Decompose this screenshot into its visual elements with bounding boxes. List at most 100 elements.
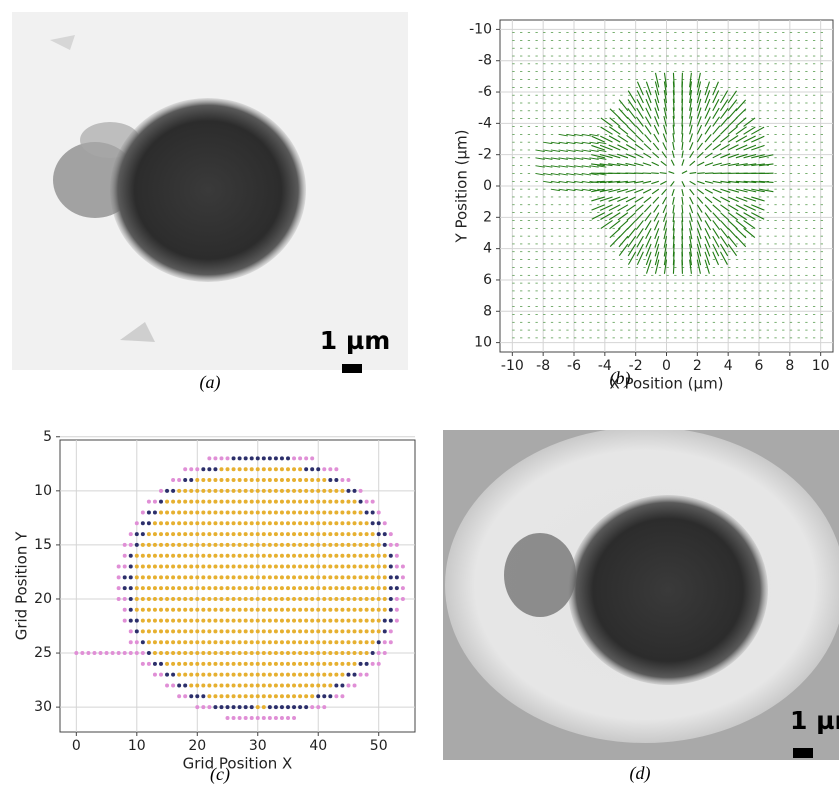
grid-point bbox=[201, 651, 206, 656]
grid-point bbox=[267, 651, 272, 656]
grid-point bbox=[183, 640, 188, 645]
grid-point bbox=[285, 478, 290, 483]
grid-point bbox=[316, 640, 321, 645]
vector-arrow bbox=[609, 227, 621, 239]
grid-point bbox=[279, 553, 284, 558]
grid-point bbox=[249, 618, 254, 623]
grid-point bbox=[304, 651, 309, 656]
grid-point bbox=[346, 542, 351, 547]
vector-arrow bbox=[672, 133, 675, 143]
vector-arrow bbox=[712, 116, 720, 127]
grid-point bbox=[86, 651, 91, 656]
vector-arrow bbox=[697, 172, 705, 175]
grid-point bbox=[207, 456, 212, 461]
grid-point bbox=[231, 456, 236, 461]
grid-point bbox=[292, 467, 297, 472]
grid-point bbox=[231, 575, 236, 580]
grid-point bbox=[292, 683, 297, 688]
grid-point bbox=[298, 705, 303, 710]
grid-point bbox=[219, 467, 224, 472]
grid-point bbox=[189, 586, 194, 591]
grid-point bbox=[195, 488, 200, 493]
vector-arrow bbox=[616, 180, 629, 184]
grid-point bbox=[261, 694, 266, 699]
y-tick-label: 8 bbox=[483, 303, 492, 319]
vector-arrow bbox=[735, 204, 748, 212]
vector-arrow bbox=[635, 116, 644, 127]
grid-point bbox=[261, 575, 266, 580]
grid-point bbox=[298, 661, 303, 666]
grid-point bbox=[231, 478, 236, 483]
grid-point bbox=[334, 672, 339, 677]
grid-point bbox=[213, 488, 218, 493]
grid-point bbox=[304, 596, 309, 601]
grid-point bbox=[304, 488, 309, 493]
vector-arrow bbox=[696, 235, 702, 248]
grid-point bbox=[261, 564, 266, 569]
vector-arrow bbox=[634, 196, 644, 203]
grid-point bbox=[279, 694, 284, 699]
grid-point bbox=[140, 586, 145, 591]
grid-point bbox=[237, 715, 242, 720]
grid-point bbox=[255, 618, 260, 623]
grid-point bbox=[128, 542, 133, 547]
grid-point bbox=[122, 607, 127, 612]
vector-arrow bbox=[651, 172, 659, 175]
vector-arrow bbox=[597, 165, 607, 168]
grid-point bbox=[158, 532, 163, 537]
grid-point bbox=[364, 672, 369, 677]
grid-point bbox=[255, 705, 260, 710]
vector-arrow bbox=[651, 161, 660, 167]
vector-arrow bbox=[643, 143, 652, 151]
grid-point bbox=[285, 694, 290, 699]
vector-arrow bbox=[672, 236, 675, 248]
grid-point bbox=[195, 672, 200, 677]
grid-point bbox=[310, 499, 315, 504]
grid-point bbox=[201, 586, 206, 591]
grid-point bbox=[328, 499, 333, 504]
y-tick-label: 6 bbox=[483, 272, 492, 288]
grid-point bbox=[255, 672, 260, 677]
grid-point bbox=[207, 596, 212, 601]
grid-point bbox=[237, 488, 242, 493]
grid-point bbox=[310, 607, 315, 612]
grid-point bbox=[394, 553, 399, 558]
vector-arrow bbox=[663, 81, 668, 96]
grid-point bbox=[249, 661, 254, 666]
vector-arrow bbox=[608, 153, 621, 159]
vector-arrow bbox=[681, 133, 684, 143]
grid-point bbox=[279, 596, 284, 601]
vector-arrow bbox=[645, 243, 652, 257]
vector-arrow bbox=[618, 108, 629, 120]
grid-point bbox=[328, 661, 333, 666]
grid-point bbox=[334, 586, 339, 591]
grid-point bbox=[298, 651, 303, 656]
vector-arrow bbox=[704, 90, 711, 104]
grid-point bbox=[165, 651, 170, 656]
grid-point bbox=[370, 499, 375, 504]
vector-arrow bbox=[735, 163, 748, 167]
vector-arrow bbox=[644, 134, 652, 143]
vector-arrow bbox=[662, 133, 668, 143]
grid-point bbox=[322, 618, 327, 623]
grid-point bbox=[316, 575, 321, 580]
grid-point bbox=[249, 640, 254, 645]
vector-arrow bbox=[600, 135, 613, 143]
grid-point bbox=[310, 651, 315, 656]
grid-point bbox=[225, 651, 230, 656]
grid-point bbox=[219, 532, 224, 537]
grid-point bbox=[292, 542, 297, 547]
vector-arrow bbox=[663, 90, 668, 104]
vector-arrow bbox=[627, 90, 637, 104]
vector-arrow bbox=[704, 204, 712, 213]
grid-point bbox=[340, 672, 345, 677]
vector-arrow bbox=[704, 251, 711, 266]
x-tick-label: 20 bbox=[188, 738, 206, 754]
grid-point bbox=[219, 694, 224, 699]
grid-point bbox=[340, 640, 345, 645]
vector-arrow bbox=[625, 196, 636, 203]
vector-arrow bbox=[608, 212, 621, 221]
y-tick-label: 15 bbox=[34, 537, 52, 553]
grid-point bbox=[219, 618, 224, 623]
vector-arrow bbox=[727, 135, 739, 143]
